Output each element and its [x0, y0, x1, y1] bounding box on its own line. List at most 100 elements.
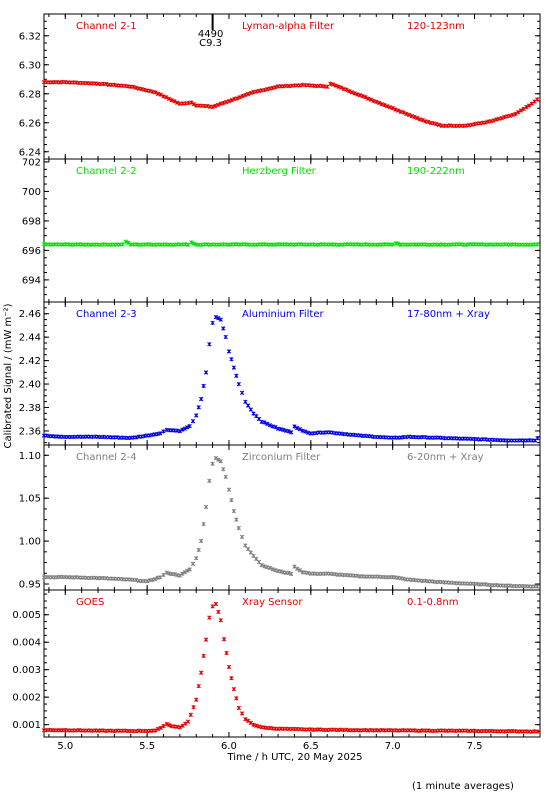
- data-point: [390, 242, 395, 247]
- data-point: [368, 97, 374, 102]
- data-point: [243, 399, 248, 405]
- data-point: [215, 102, 221, 108]
- y-tick-label: 698: [22, 216, 41, 227]
- data-point: [385, 104, 390, 109]
- data-point: [360, 93, 365, 99]
- data-point: [191, 705, 196, 710]
- data-point: [286, 429, 291, 434]
- data-point: [216, 316, 221, 321]
- data-point: [183, 721, 188, 726]
- data-point: [229, 357, 234, 362]
- data-point: [169, 98, 174, 103]
- data-point: [161, 572, 166, 578]
- data-point: [518, 108, 524, 113]
- data-point: [177, 725, 183, 730]
- data-point: [164, 95, 169, 100]
- data-point: [415, 115, 420, 121]
- data-point: [240, 93, 245, 99]
- data-point: [201, 521, 206, 527]
- panel-band-label: 120-123nm: [407, 21, 465, 32]
- data-point: [191, 241, 196, 246]
- data-point: [390, 105, 395, 111]
- data-point: [189, 100, 194, 105]
- data-point: [483, 120, 488, 125]
- y-tick-label: 1.00: [19, 537, 41, 548]
- data-point: [524, 104, 529, 110]
- data-point: [491, 118, 496, 123]
- data-point: [213, 601, 219, 607]
- data-point: [234, 373, 239, 378]
- x-tick-label: 5.0: [57, 741, 73, 752]
- y-tick-label: 6.32: [19, 31, 41, 42]
- data-point: [158, 431, 163, 436]
- data-point: [221, 637, 227, 642]
- data-point: [395, 108, 401, 113]
- data-point: [259, 562, 264, 568]
- data-point: [262, 564, 267, 569]
- data-point: [251, 722, 256, 727]
- data-point: [231, 365, 237, 370]
- data-point: [201, 653, 206, 659]
- data-point: [535, 436, 540, 441]
- data-point: [267, 423, 273, 428]
- data-point: [234, 517, 239, 522]
- data-point: [289, 571, 294, 577]
- data-point: [347, 89, 352, 94]
- x-tick-label: 5.5: [139, 741, 155, 752]
- data-point: [239, 534, 245, 540]
- x-tick-label: 7.0: [385, 741, 401, 752]
- data-point: [420, 117, 425, 123]
- y-tick-label: 696: [22, 246, 41, 257]
- data-point: [188, 712, 193, 717]
- data-point: [382, 102, 387, 108]
- data-point: [218, 459, 223, 464]
- data-point: [516, 110, 521, 115]
- data-point: [510, 112, 515, 118]
- y-tick-label: 0.002: [12, 693, 41, 704]
- data-point: [196, 405, 201, 410]
- data-point: [213, 456, 219, 461]
- y-tick-label: 0.005: [12, 610, 41, 621]
- data-point: [207, 615, 212, 620]
- data-point: [248, 550, 253, 555]
- data-point: [292, 424, 297, 429]
- y-tick-label: 2.46: [19, 309, 41, 320]
- data-point: [223, 334, 228, 340]
- data-point: [213, 103, 218, 108]
- panel-channel-label: Channel 2-1: [76, 21, 137, 32]
- x-tick-label: 6.5: [303, 741, 319, 752]
- y-tick-label: 6.28: [19, 89, 41, 100]
- data-point: [243, 717, 248, 722]
- y-tick-label: 702: [22, 157, 41, 168]
- panel-filter-label: Xray Sensor: [242, 597, 303, 608]
- data-point: [218, 317, 223, 322]
- data-point: [300, 428, 305, 433]
- data-point: [239, 711, 245, 716]
- data-point: [436, 122, 442, 127]
- data-point: [120, 242, 125, 247]
- panel-filter-label: Aluminium Filter: [242, 309, 325, 320]
- data-point: [177, 429, 183, 434]
- data-point: [379, 101, 384, 107]
- data-point: [210, 320, 215, 326]
- data-point: [198, 670, 204, 675]
- data-point: [203, 370, 209, 375]
- data-point: [270, 567, 275, 572]
- data-point: [210, 104, 215, 109]
- data-point: [236, 525, 241, 531]
- data-point: [406, 112, 412, 117]
- data-point: [126, 240, 131, 245]
- data-point: [245, 91, 251, 97]
- data-point: [245, 546, 251, 552]
- y-tick-label: 6.26: [19, 118, 41, 129]
- data-point: [198, 538, 204, 544]
- data-point: [231, 686, 237, 692]
- y-tick-label: 2.42: [19, 356, 41, 367]
- data-point: [221, 467, 226, 472]
- data-point: [229, 497, 234, 503]
- data-point: [404, 111, 409, 117]
- data-point: [521, 106, 526, 112]
- data-point: [267, 565, 273, 571]
- panel-filter-label: Zirconium Filter: [242, 452, 321, 463]
